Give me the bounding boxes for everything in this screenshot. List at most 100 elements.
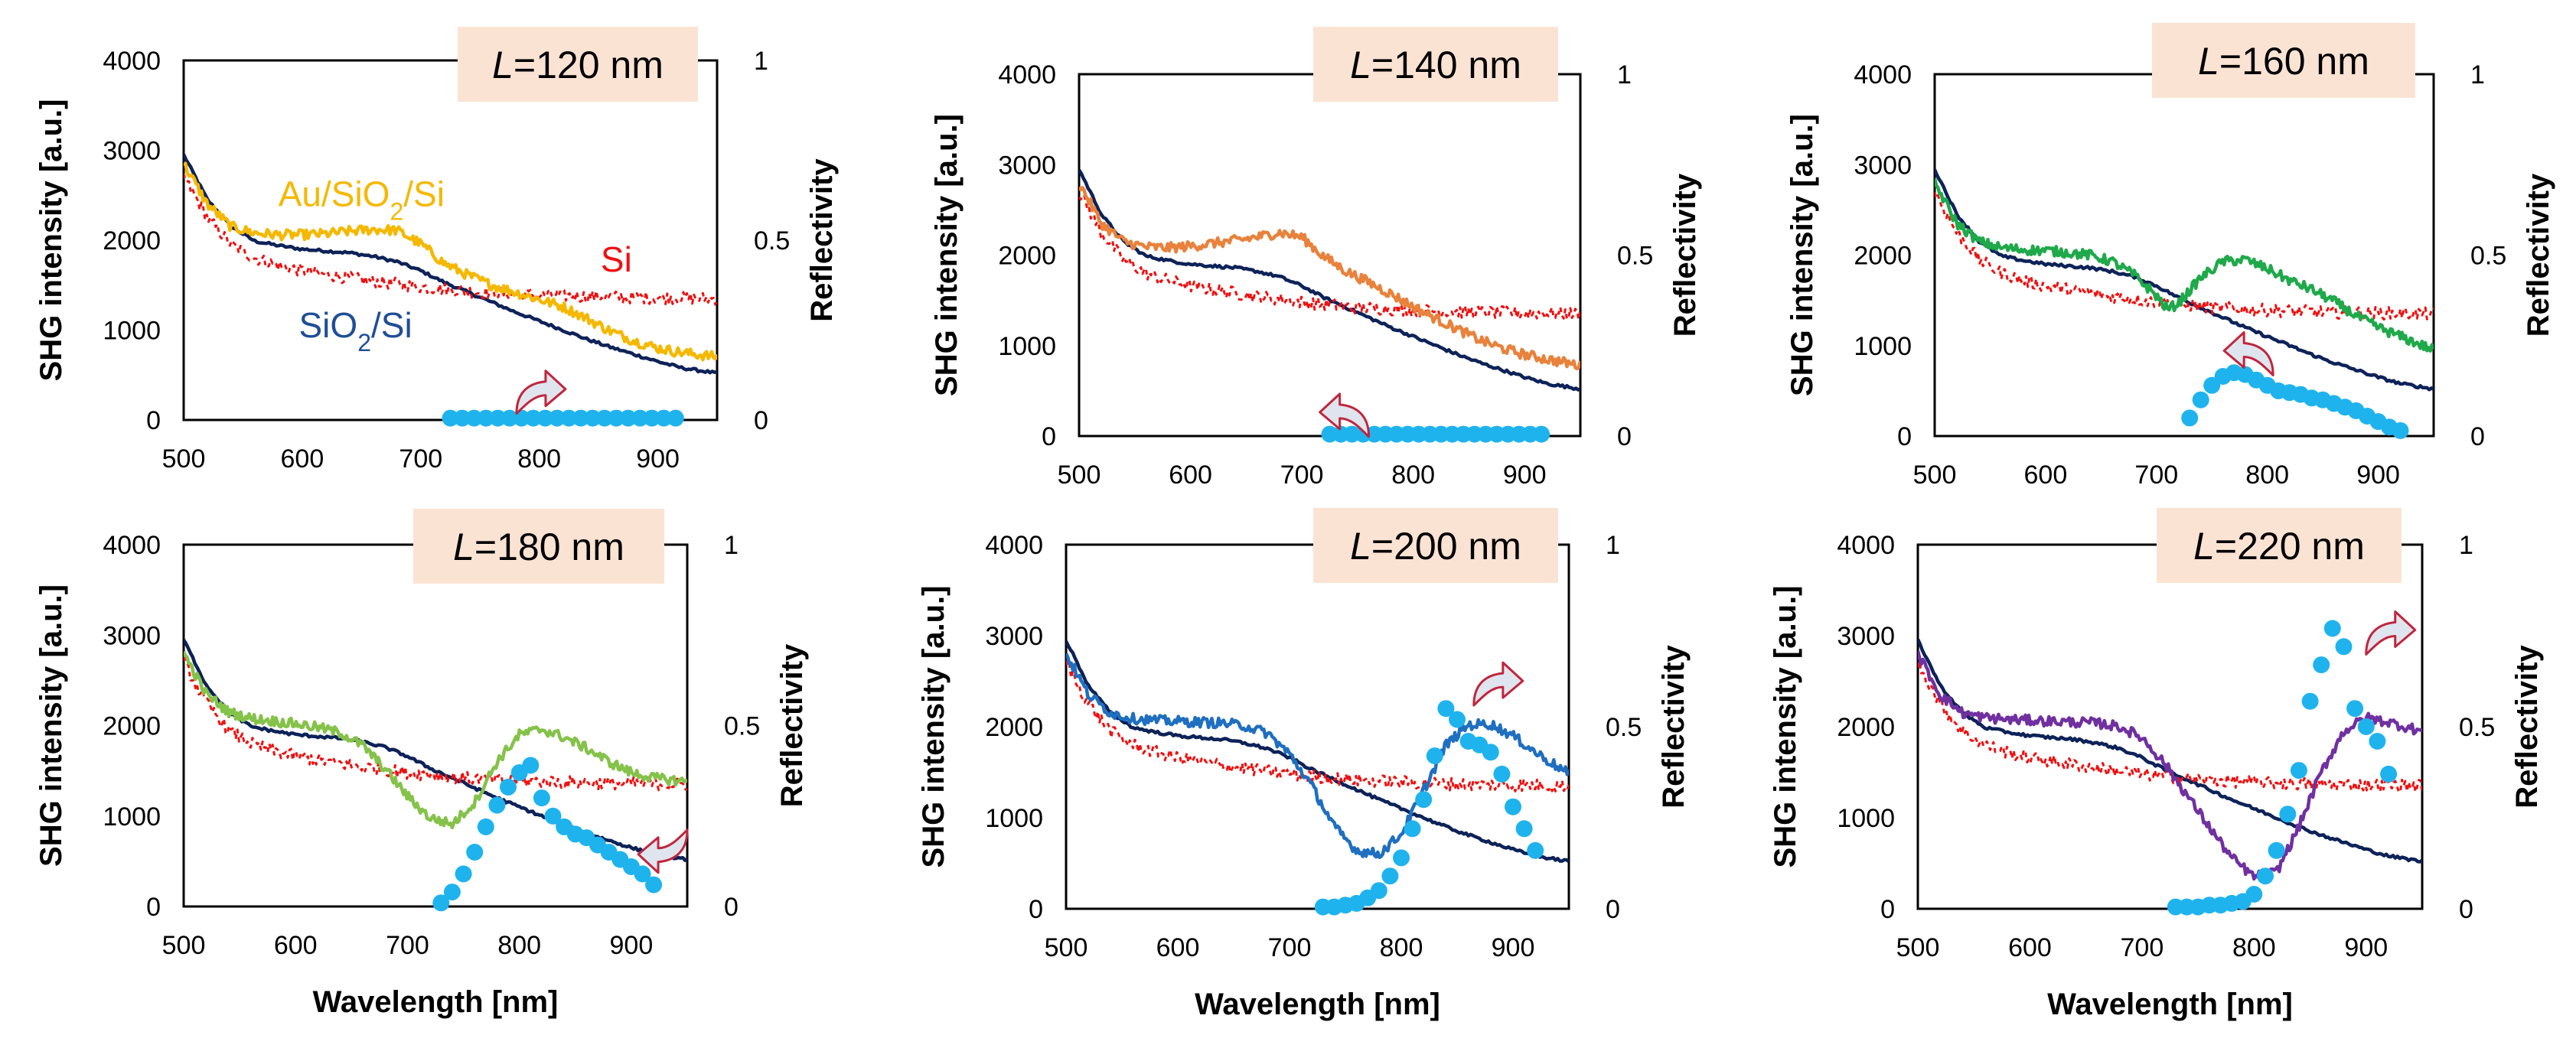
reflectivity-point bbox=[2313, 656, 2330, 674]
series-line-au-sio2-si bbox=[1079, 186, 1580, 371]
y-tick-label: 1000 bbox=[1854, 332, 1912, 361]
y-tick-label: 3000 bbox=[1854, 151, 1912, 180]
chart-panel-6: 500 600 700 800 900 0 1000 2000 3000 4000 0 0.5 1 SHG… bbox=[1769, 508, 2544, 1021]
reflectivity-point bbox=[2369, 733, 2386, 750]
x-tick-label: 600 bbox=[2008, 933, 2052, 962]
y-tick-label: 0 bbox=[1897, 422, 1912, 451]
y-axis-label: SHG intensity [a.u.] bbox=[930, 114, 964, 396]
x-tick-label: 500 bbox=[1896, 933, 1940, 962]
annotation-tail: /Si bbox=[403, 174, 445, 213]
y2-axis-label: Reflectivity bbox=[1657, 645, 1691, 809]
reflectivity-point bbox=[634, 865, 651, 883]
y2-tick-label: 0.5 bbox=[724, 712, 760, 741]
title-italic: L bbox=[1350, 44, 1371, 86]
reflectivity-point bbox=[2346, 700, 2364, 718]
series-line-si bbox=[184, 173, 717, 306]
x-tick-label: 900 bbox=[2356, 461, 2400, 490]
plot-frame bbox=[182, 59, 719, 421]
annotation-main: Si bbox=[601, 239, 632, 279]
arrow-shape bbox=[2365, 610, 2417, 656]
chart-title: L=120 nm bbox=[492, 44, 664, 86]
y-tick-label: 2000 bbox=[1854, 242, 1912, 271]
y-tick-label: 3000 bbox=[103, 137, 161, 166]
y-tick-label: 3000 bbox=[998, 151, 1056, 180]
y-tick-label: 0 bbox=[1880, 895, 1895, 924]
y2-axis-label: Reflectivity bbox=[775, 643, 809, 807]
y-tick-label: 1000 bbox=[103, 317, 161, 346]
title-rest: =220 nm bbox=[2215, 525, 2365, 568]
series-line-si bbox=[1935, 191, 2434, 321]
plot-frame bbox=[1916, 543, 2424, 910]
arrow-shape bbox=[637, 828, 689, 874]
reflectivity-point bbox=[1515, 820, 1533, 838]
annotation-main: Au/SiO bbox=[279, 174, 390, 213]
reflectivity-point bbox=[2335, 638, 2353, 656]
reflectivity-point bbox=[2257, 867, 2274, 885]
reflectivity-point bbox=[645, 876, 663, 893]
y-tick-label: 0 bbox=[146, 406, 161, 435]
y-tick-label: 0 bbox=[146, 893, 161, 922]
plot-area bbox=[1935, 168, 2434, 392]
y2-axis-label: Reflectivity bbox=[805, 158, 839, 322]
y2-tick-label: 0 bbox=[754, 406, 768, 435]
y-axis-label: SHG intensity [a.u.] bbox=[34, 584, 68, 867]
reflectivity-point bbox=[667, 409, 684, 427]
title-italic: L bbox=[492, 44, 514, 86]
chart-title: L=200 nm bbox=[1350, 525, 1521, 568]
y-tick-label: 2000 bbox=[103, 712, 161, 741]
reflectivity-point bbox=[1449, 711, 1466, 728]
reflectivity-point bbox=[655, 409, 673, 427]
series-line-si bbox=[1066, 660, 1569, 793]
y2-tick-label: 0.5 bbox=[1606, 713, 1642, 742]
reflectivity-point bbox=[2380, 765, 2398, 783]
reflectivity-point bbox=[560, 409, 578, 427]
x-tick-label: 700 bbox=[1268, 933, 1312, 962]
reflectivity-point bbox=[2357, 718, 2375, 735]
reflectivity-point bbox=[2301, 692, 2319, 710]
plot-area bbox=[1918, 638, 2422, 881]
y-tick-label: 2000 bbox=[998, 242, 1056, 271]
y-tick-label: 2000 bbox=[985, 713, 1043, 742]
reflectivity-point bbox=[432, 894, 450, 912]
x-tick-label: 800 bbox=[1391, 461, 1435, 490]
title-rest: =140 nm bbox=[1371, 44, 1521, 86]
x-tick-label: 500 bbox=[1913, 461, 1957, 490]
x-tick-label: 500 bbox=[162, 444, 206, 474]
title-italic: L bbox=[453, 526, 474, 568]
annotation-tail: /Si bbox=[371, 305, 412, 345]
y2-tick-label: 0 bbox=[1617, 422, 1632, 451]
title-italic: L bbox=[1350, 525, 1371, 568]
reflectivity-point bbox=[1381, 867, 1399, 885]
reflectivity-point bbox=[2279, 806, 2297, 823]
y-tick-label: 1000 bbox=[103, 802, 161, 832]
reflectivity-point bbox=[1505, 798, 1521, 815]
series-line-sio2-si bbox=[1918, 638, 2422, 864]
reflectivity-point bbox=[536, 409, 554, 427]
y2-tick-label: 1 bbox=[2459, 531, 2473, 560]
reflectivity-point bbox=[522, 757, 540, 774]
y-tick-label: 4000 bbox=[103, 47, 161, 76]
chart-panel-4: 500 600 700 800 900 0 1000 2000 3000 4000 0 0.5 1 SHG… bbox=[34, 509, 809, 1019]
curved-arrow-icon bbox=[2222, 330, 2274, 376]
plot-area bbox=[1079, 169, 1580, 392]
chart-title: L=160 nm bbox=[2198, 40, 2369, 83]
series-line-sio2-si bbox=[184, 639, 687, 862]
reflectivity-point bbox=[595, 409, 613, 427]
annotation-subscript: 2 bbox=[390, 197, 403, 225]
y-tick-label: 4000 bbox=[998, 60, 1056, 90]
reflectivity-point bbox=[1393, 849, 1410, 867]
x-tick-label: 600 bbox=[2024, 461, 2068, 490]
curved-arrow-icon bbox=[637, 828, 689, 874]
y2-tick-label: 0.5 bbox=[754, 226, 790, 255]
y2-tick-label: 0.5 bbox=[2459, 713, 2495, 742]
title-rest: =120 nm bbox=[514, 44, 664, 86]
annotation-main: SiO bbox=[299, 305, 358, 345]
title-rest: =160 nm bbox=[2219, 40, 2369, 83]
reflectivity-point bbox=[608, 409, 625, 427]
y2-tick-label: 1 bbox=[2470, 60, 2485, 90]
y2-tick-label: 1 bbox=[724, 531, 739, 560]
chart-panel-3: 500 600 700 800 900 0 1000 2000 3000 4000 0 0.5 1 SHG… bbox=[1785, 23, 2555, 490]
y2-tick-label: 0 bbox=[724, 893, 739, 922]
x-tick-label: 900 bbox=[1492, 933, 1535, 962]
series-line-sio2-si bbox=[1066, 640, 1569, 864]
